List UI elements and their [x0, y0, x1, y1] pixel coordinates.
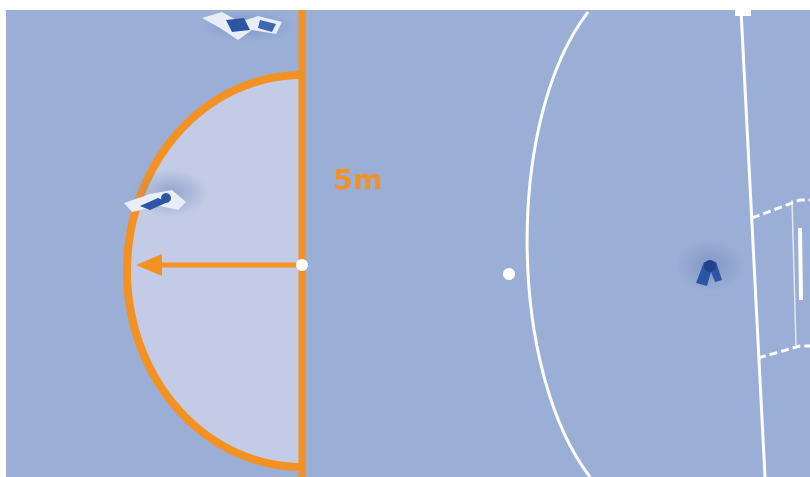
goal-icon	[751, 198, 810, 360]
player-top-view-icon	[202, 10, 294, 42]
penalty-area-line	[525, 11, 592, 477]
player-top-view-icon	[676, 240, 744, 292]
penalty-spot	[503, 268, 515, 280]
goal-line	[739, 9, 767, 477]
goal-line-top-mark	[735, 8, 751, 16]
player-top-view-icon	[124, 169, 208, 217]
distance-label: 5m	[333, 163, 383, 196]
five-metre-arc	[123, 71, 303, 471]
arc-centre-point	[296, 259, 308, 271]
radius-arrow	[136, 254, 300, 276]
